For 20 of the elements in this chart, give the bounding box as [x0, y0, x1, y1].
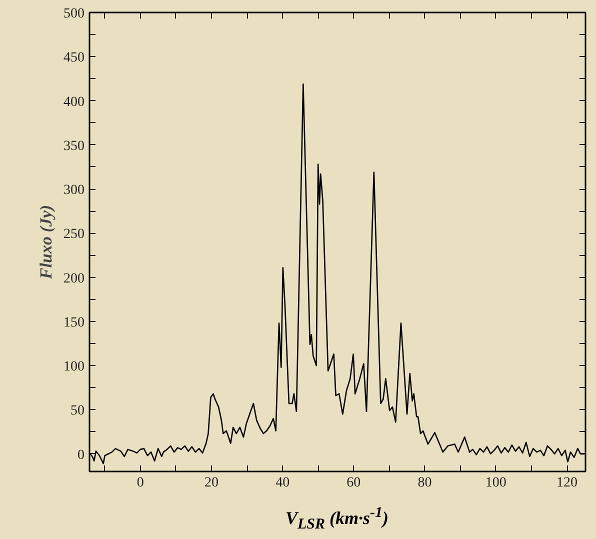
x-tick-label: 40: [276, 476, 290, 490]
x-tick-label: 80: [418, 476, 432, 490]
x-tick-label: 120: [556, 476, 578, 490]
y-tick-label: 0: [78, 448, 84, 463]
y-tick-label: 400: [64, 94, 84, 110]
y-axis-title: Fluxo (Jy): [36, 204, 56, 280]
y-tick-label: 50: [70, 404, 84, 419]
x-tick-label: 20: [204, 476, 218, 490]
y-tick-label: 300: [64, 183, 84, 198]
y-tick-label: 250: [64, 227, 84, 242]
y-tick-label: 500: [64, 6, 84, 22]
y-tick-label: 100: [64, 360, 84, 375]
x-tick-label: 100: [485, 476, 506, 490]
y-tick-label: 150: [64, 315, 84, 330]
y-tick-label: 200: [64, 271, 84, 286]
y-tick-label: 450: [64, 50, 84, 66]
y-tick-label: 350: [64, 138, 84, 154]
x-tick-label: 0: [136, 476, 144, 490]
x-tick-label: 60: [346, 476, 361, 490]
x-axis-title: V$_{LSR}$ (km·s$^{-1}$): [285, 504, 389, 535]
